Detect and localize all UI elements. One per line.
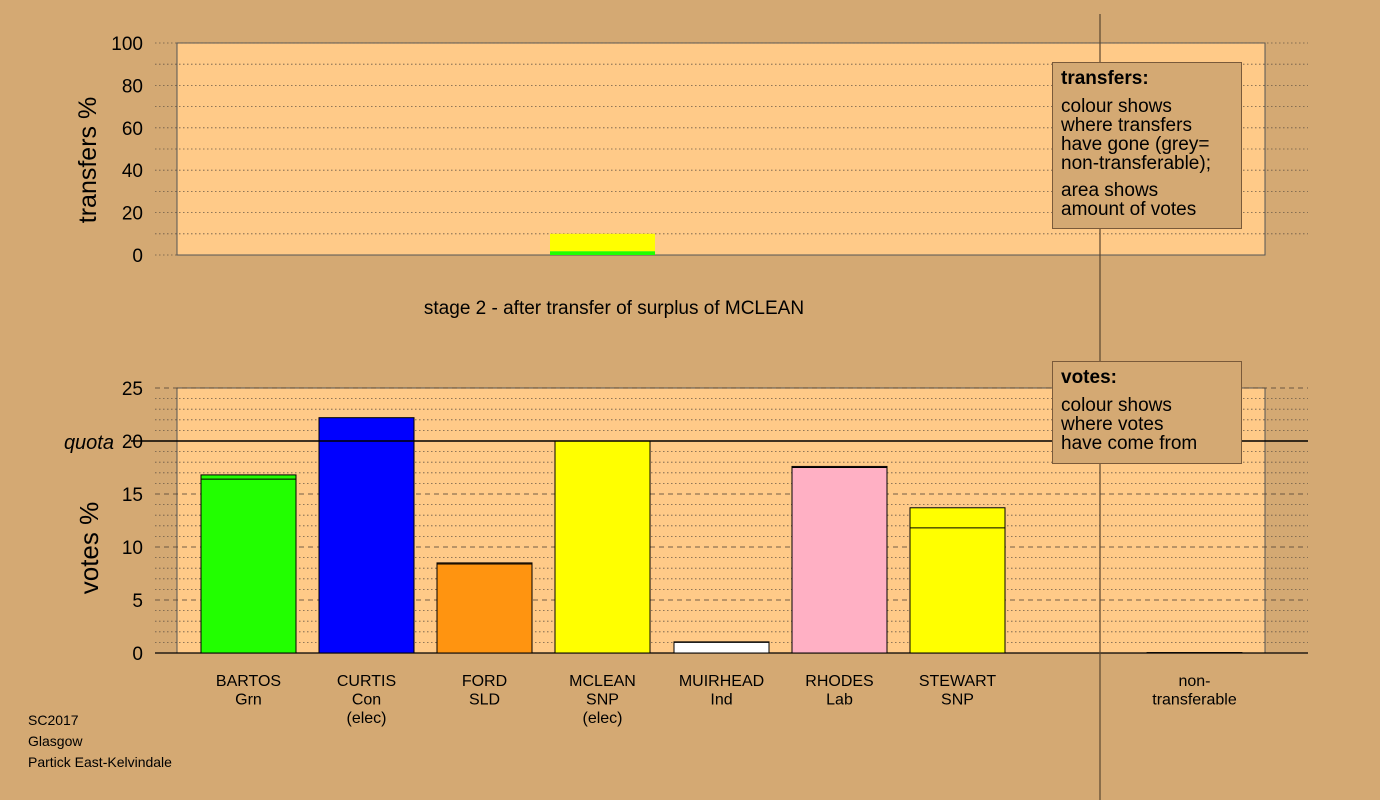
votes-legend-title: votes:	[1061, 367, 1117, 388]
bar-outline	[318, 417, 415, 654]
candidate-bar-bartos	[200, 474, 297, 654]
candidate-bar-muirhead	[673, 641, 770, 654]
transfer-segment	[550, 233, 655, 252]
y-tick-label: 25	[122, 379, 143, 400]
transfers-y-ticks: 0 20 40 60 80 100	[111, 34, 143, 267]
x-tick-label: Lab	[826, 692, 853, 709]
bar-outline	[909, 507, 1006, 654]
x-tick-label: RHODES	[805, 673, 873, 690]
legend-line: colour shows	[1061, 395, 1172, 416]
y-tick-label: 80	[122, 76, 143, 97]
footer-info: SC2017 Glasgow Partick East-Kelvindale	[28, 710, 172, 773]
candidate-bar-ford	[436, 562, 533, 654]
transfers-bars	[550, 233, 655, 255]
y-tick-label: 0	[132, 246, 143, 267]
y-tick-label: 0	[132, 644, 143, 665]
bar-base	[910, 527, 1005, 653]
x-tick-label: transferable	[1152, 692, 1237, 709]
votes-y-label: votes %	[74, 502, 104, 595]
y-tick-label: 20	[122, 432, 143, 453]
x-tick-label: FORD	[462, 673, 507, 690]
x-tick-label: MUIRHEAD	[679, 673, 764, 690]
bar-transfer	[437, 562, 532, 564]
y-tick-label: 20	[122, 204, 143, 225]
x-tick-label: (elec)	[582, 710, 622, 727]
x-tick-label: Con	[352, 692, 381, 709]
quota-label: quota	[64, 432, 114, 454]
bar-base	[792, 467, 887, 653]
bar-outline	[791, 465, 888, 654]
candidate-bar-stewart	[909, 507, 1006, 654]
x-tick-label: non-	[1178, 673, 1210, 690]
votes-legend: votes: colour shows where votes have com…	[1052, 361, 1242, 464]
legend-line: area shows	[1061, 180, 1159, 201]
transfer-segment	[550, 251, 655, 255]
ward-name: Partick East-Kelvindale	[28, 754, 172, 770]
bar-base	[319, 417, 414, 653]
bar-outline	[200, 474, 297, 654]
bar-outline	[673, 641, 770, 654]
bar-transfer	[792, 466, 887, 468]
legend-line: where transfers	[1061, 115, 1192, 136]
y-tick-label: 60	[122, 119, 143, 140]
x-tick-label: SLD	[469, 692, 500, 709]
x-tick-label: Grn	[235, 692, 262, 709]
legend-line: colour shows	[1061, 96, 1172, 117]
y-tick-label: 10	[122, 538, 143, 559]
bar-transfer	[201, 474, 296, 480]
council-name: Glasgow	[28, 733, 83, 749]
votes-x-labels: BARTOSGrnCURTISCon(elec)FORDSLDMCLEANSNP…	[216, 673, 1237, 727]
x-tick-label: CURTIS	[337, 673, 396, 690]
votes-bars	[200, 417, 1243, 654]
bar-base	[437, 563, 532, 653]
bar-transfer	[910, 507, 1005, 528]
transfers-legend-title: transfers:	[1061, 68, 1149, 89]
y-tick-label: 5	[132, 591, 143, 612]
legend-line: have come from	[1061, 433, 1198, 454]
x-tick-label: BARTOS	[216, 673, 281, 690]
bar-base	[674, 642, 769, 653]
transfers-y-label: transfers %	[74, 97, 102, 223]
x-tick-label: SNP	[586, 692, 619, 709]
x-tick-label: SNP	[941, 692, 974, 709]
candidate-bar-curtis	[318, 417, 415, 654]
legend-line: amount of votes	[1061, 199, 1197, 220]
votes-y-ticks: 0 5 10 15 20 25	[122, 379, 143, 665]
candidate-bar-mclean	[554, 440, 651, 654]
bar-base	[201, 479, 296, 653]
y-tick-label: 100	[111, 34, 143, 55]
legend-line: where votes	[1061, 414, 1164, 435]
legend-line: non-transferable);	[1061, 153, 1211, 174]
x-tick-label: MCLEAN	[569, 673, 636, 690]
bar-outline	[436, 562, 533, 654]
transfers-legend-area: area shows amount of votes	[1061, 181, 1233, 219]
x-tick-label: (elec)	[346, 710, 386, 727]
transfers-legend-colour: colour shows where transfers have gone (…	[1061, 97, 1233, 173]
x-tick-label: STEWART	[919, 673, 997, 690]
y-tick-label: 15	[122, 485, 143, 506]
votes-legend-colour: colour shows where votes have come from	[1061, 396, 1233, 453]
x-tick-label: Ind	[710, 692, 732, 709]
stage-title: stage 2 - after transfer of surplus of M…	[424, 298, 804, 319]
election-name: SC2017	[28, 712, 79, 728]
y-tick-label: 40	[122, 161, 143, 182]
legend-line: have gone (grey=	[1061, 134, 1210, 155]
bar-base	[555, 441, 650, 653]
non-transferable-bar	[1146, 652, 1243, 654]
candidate-bar-rhodes	[791, 465, 888, 654]
transfers-legend: transfers: colour shows where transfers …	[1052, 62, 1242, 229]
